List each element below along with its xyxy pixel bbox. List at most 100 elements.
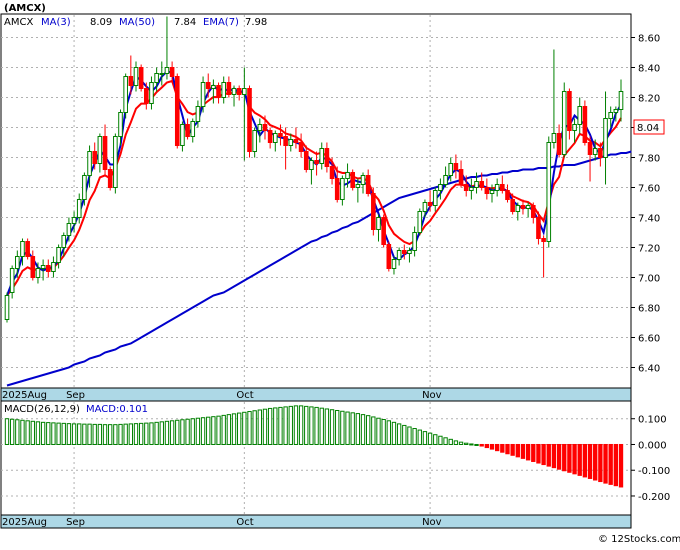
- macd-bar: [427, 432, 433, 445]
- candle: [200, 76, 206, 113]
- macd-bar: [262, 408, 268, 445]
- macd-bar: [469, 443, 474, 446]
- candle-body: [92, 151, 98, 164]
- candle: [97, 133, 103, 173]
- macd-bar: [438, 435, 443, 445]
- candle: [474, 172, 479, 194]
- candle: [505, 184, 510, 203]
- price-y-tick-label: 7.40: [638, 214, 660, 225]
- macd-x-tick-label: 2025Aug: [2, 517, 47, 528]
- candle: [211, 79, 216, 104]
- ma50-line-group: [6, 150, 632, 387]
- macd-bar: [340, 410, 345, 445]
- candle: [242, 67, 247, 161]
- candle: [427, 190, 433, 212]
- candle: [458, 160, 464, 188]
- last-price-label: 8.04: [637, 123, 659, 134]
- price-y-tick-label: 7.20: [638, 244, 660, 255]
- candle-body: [9, 268, 15, 293]
- candle: [118, 109, 123, 146]
- candle-body: [592, 148, 598, 155]
- candle: [314, 151, 319, 176]
- candle-body: [226, 82, 232, 95]
- macd-bar: [448, 438, 453, 445]
- candle-body: [401, 250, 407, 254]
- candle: [82, 172, 87, 206]
- candle-body: [61, 235, 67, 248]
- macd-bar: [474, 443, 479, 446]
- macd-bar: [551, 443, 557, 469]
- candle: [541, 235, 546, 278]
- candle-body: [427, 202, 433, 206]
- candle-body: [546, 142, 552, 242]
- macd-bar: [613, 443, 619, 487]
- macd-bar: [175, 419, 180, 445]
- candle-body: [87, 151, 92, 176]
- candle-body: [324, 148, 330, 167]
- macd-bar: [541, 443, 546, 466]
- macd-bar: [298, 405, 304, 445]
- candle-body: [272, 133, 278, 143]
- macd-bar: [505, 443, 510, 455]
- macd-bar: [407, 426, 412, 445]
- candle: [350, 169, 356, 191]
- candle-body: [463, 184, 469, 191]
- candle: [396, 247, 402, 266]
- macd-bar: [515, 443, 520, 458]
- candle-body: [231, 88, 237, 95]
- candle: [107, 166, 113, 191]
- macd-bar: [412, 428, 417, 445]
- macd-bar: [133, 423, 139, 445]
- legend-ma3-label: MA(3): [41, 17, 71, 28]
- candle: [138, 64, 144, 92]
- candle-body: [479, 181, 484, 188]
- candle-body: [164, 67, 170, 74]
- candle: [479, 172, 484, 191]
- candle-body: [314, 160, 319, 164]
- candle: [340, 175, 345, 206]
- candle: [15, 250, 20, 278]
- candle-body: [618, 91, 624, 110]
- macd-bar: [154, 421, 159, 445]
- macd-bar: [335, 409, 340, 445]
- candle: [432, 187, 438, 212]
- candle-body: [561, 91, 567, 155]
- macd-bar: [169, 420, 175, 445]
- candle-body: [262, 124, 268, 131]
- macd-x-tick-label: Sep: [66, 517, 85, 528]
- macd-bar: [4, 418, 10, 445]
- candle: [51, 256, 56, 278]
- candle-body: [298, 142, 304, 152]
- candle-body: [56, 247, 61, 263]
- price-x-tick-label: Oct: [236, 390, 253, 401]
- macd-bar: [25, 420, 30, 445]
- macd-bar: [257, 409, 263, 445]
- macd-bar: [20, 419, 25, 445]
- candle: [267, 127, 273, 149]
- candle: [319, 142, 325, 170]
- candle: [572, 118, 577, 143]
- price-x-tick-label: Nov: [422, 390, 442, 401]
- macd-bar: [309, 406, 314, 445]
- candle: [613, 106, 619, 122]
- macd-bar: [46, 422, 51, 445]
- candle: [530, 202, 536, 224]
- candle-body: [598, 148, 603, 158]
- candle: [45, 259, 51, 278]
- macd-bar: [61, 422, 66, 445]
- candle-body: [371, 193, 376, 230]
- candle-body: [71, 217, 77, 224]
- candle: [113, 133, 118, 194]
- candle: [25, 238, 30, 260]
- macd-bar: [324, 408, 330, 445]
- candle: [252, 127, 257, 158]
- candle: [577, 97, 583, 134]
- macd-bar: [494, 443, 500, 452]
- candle: [608, 106, 613, 128]
- candle: [551, 49, 557, 149]
- macd-y-tick-label: -0.200: [638, 492, 670, 503]
- candle: [154, 67, 159, 92]
- candle-body: [525, 205, 531, 209]
- macd-bar: [618, 443, 624, 488]
